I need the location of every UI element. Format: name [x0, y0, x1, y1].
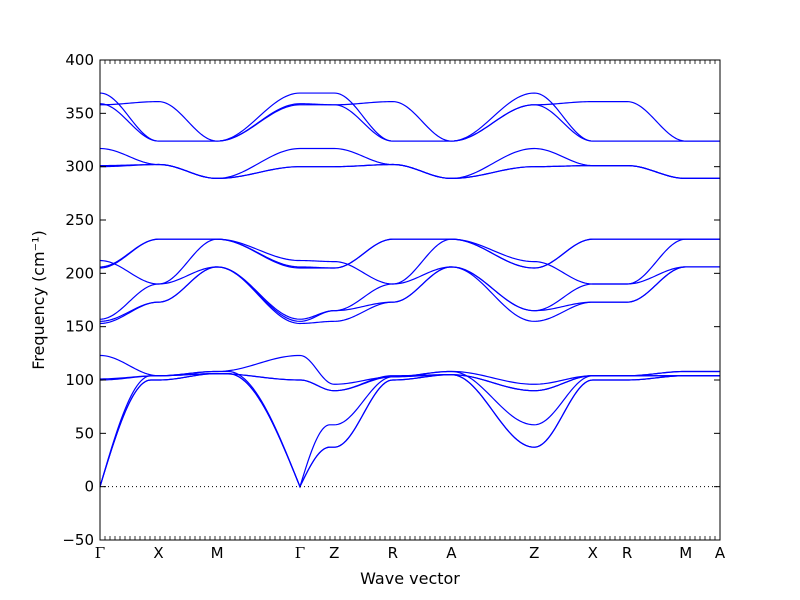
y-tick-label: 400 — [65, 51, 94, 69]
axes-layer: −50 0 50 100 150 200 250 300 350 400 Γ X M Γ Z R A Z X R M A — [62, 51, 726, 562]
x-tick-label: Z — [329, 544, 339, 562]
x-tick-label: R — [388, 544, 398, 562]
y-tick-label: 150 — [65, 318, 94, 336]
band-line — [99, 238, 720, 269]
band-line — [99, 238, 720, 285]
band-line — [99, 92, 720, 142]
x-tick-label: X — [588, 544, 598, 562]
x-tick-label: M — [679, 544, 692, 562]
band-line — [99, 370, 720, 489]
y-axis-label: Frequency (cm⁻¹) — [29, 230, 48, 369]
band-line — [99, 147, 720, 180]
x-tick-label: A — [446, 544, 457, 562]
y-tick-label: −50 — [62, 531, 94, 549]
plot-frame — [99, 59, 721, 541]
band-line — [99, 100, 720, 142]
x-tick-label: M — [211, 544, 224, 562]
y-tick-label: 0 — [84, 478, 94, 496]
band-line — [99, 373, 720, 489]
band-line — [99, 266, 720, 322]
y-tick-label: 250 — [65, 211, 94, 229]
y-tick-label: 300 — [65, 158, 94, 176]
band-line — [99, 163, 720, 180]
band-line — [99, 238, 720, 269]
x-tick-label: X — [153, 544, 163, 562]
band-line — [99, 266, 720, 320]
x-axis-label: Wave vector — [360, 569, 460, 588]
y-tick-label: 50 — [75, 424, 94, 442]
x-tick-label: A — [715, 544, 726, 562]
band-line — [99, 373, 720, 489]
band-line — [100, 163, 720, 180]
y-tick-label: 350 — [65, 104, 94, 122]
band-line — [99, 354, 720, 385]
x-tick-label: Γ — [95, 544, 105, 562]
y-tick-label: 100 — [65, 371, 94, 389]
x-tick-label: R — [622, 544, 632, 562]
x-tick-label: Γ — [295, 544, 305, 562]
y-tick-label: 200 — [65, 264, 94, 282]
bands-layer — [99, 92, 720, 489]
x-tick-label: Z — [529, 544, 539, 562]
